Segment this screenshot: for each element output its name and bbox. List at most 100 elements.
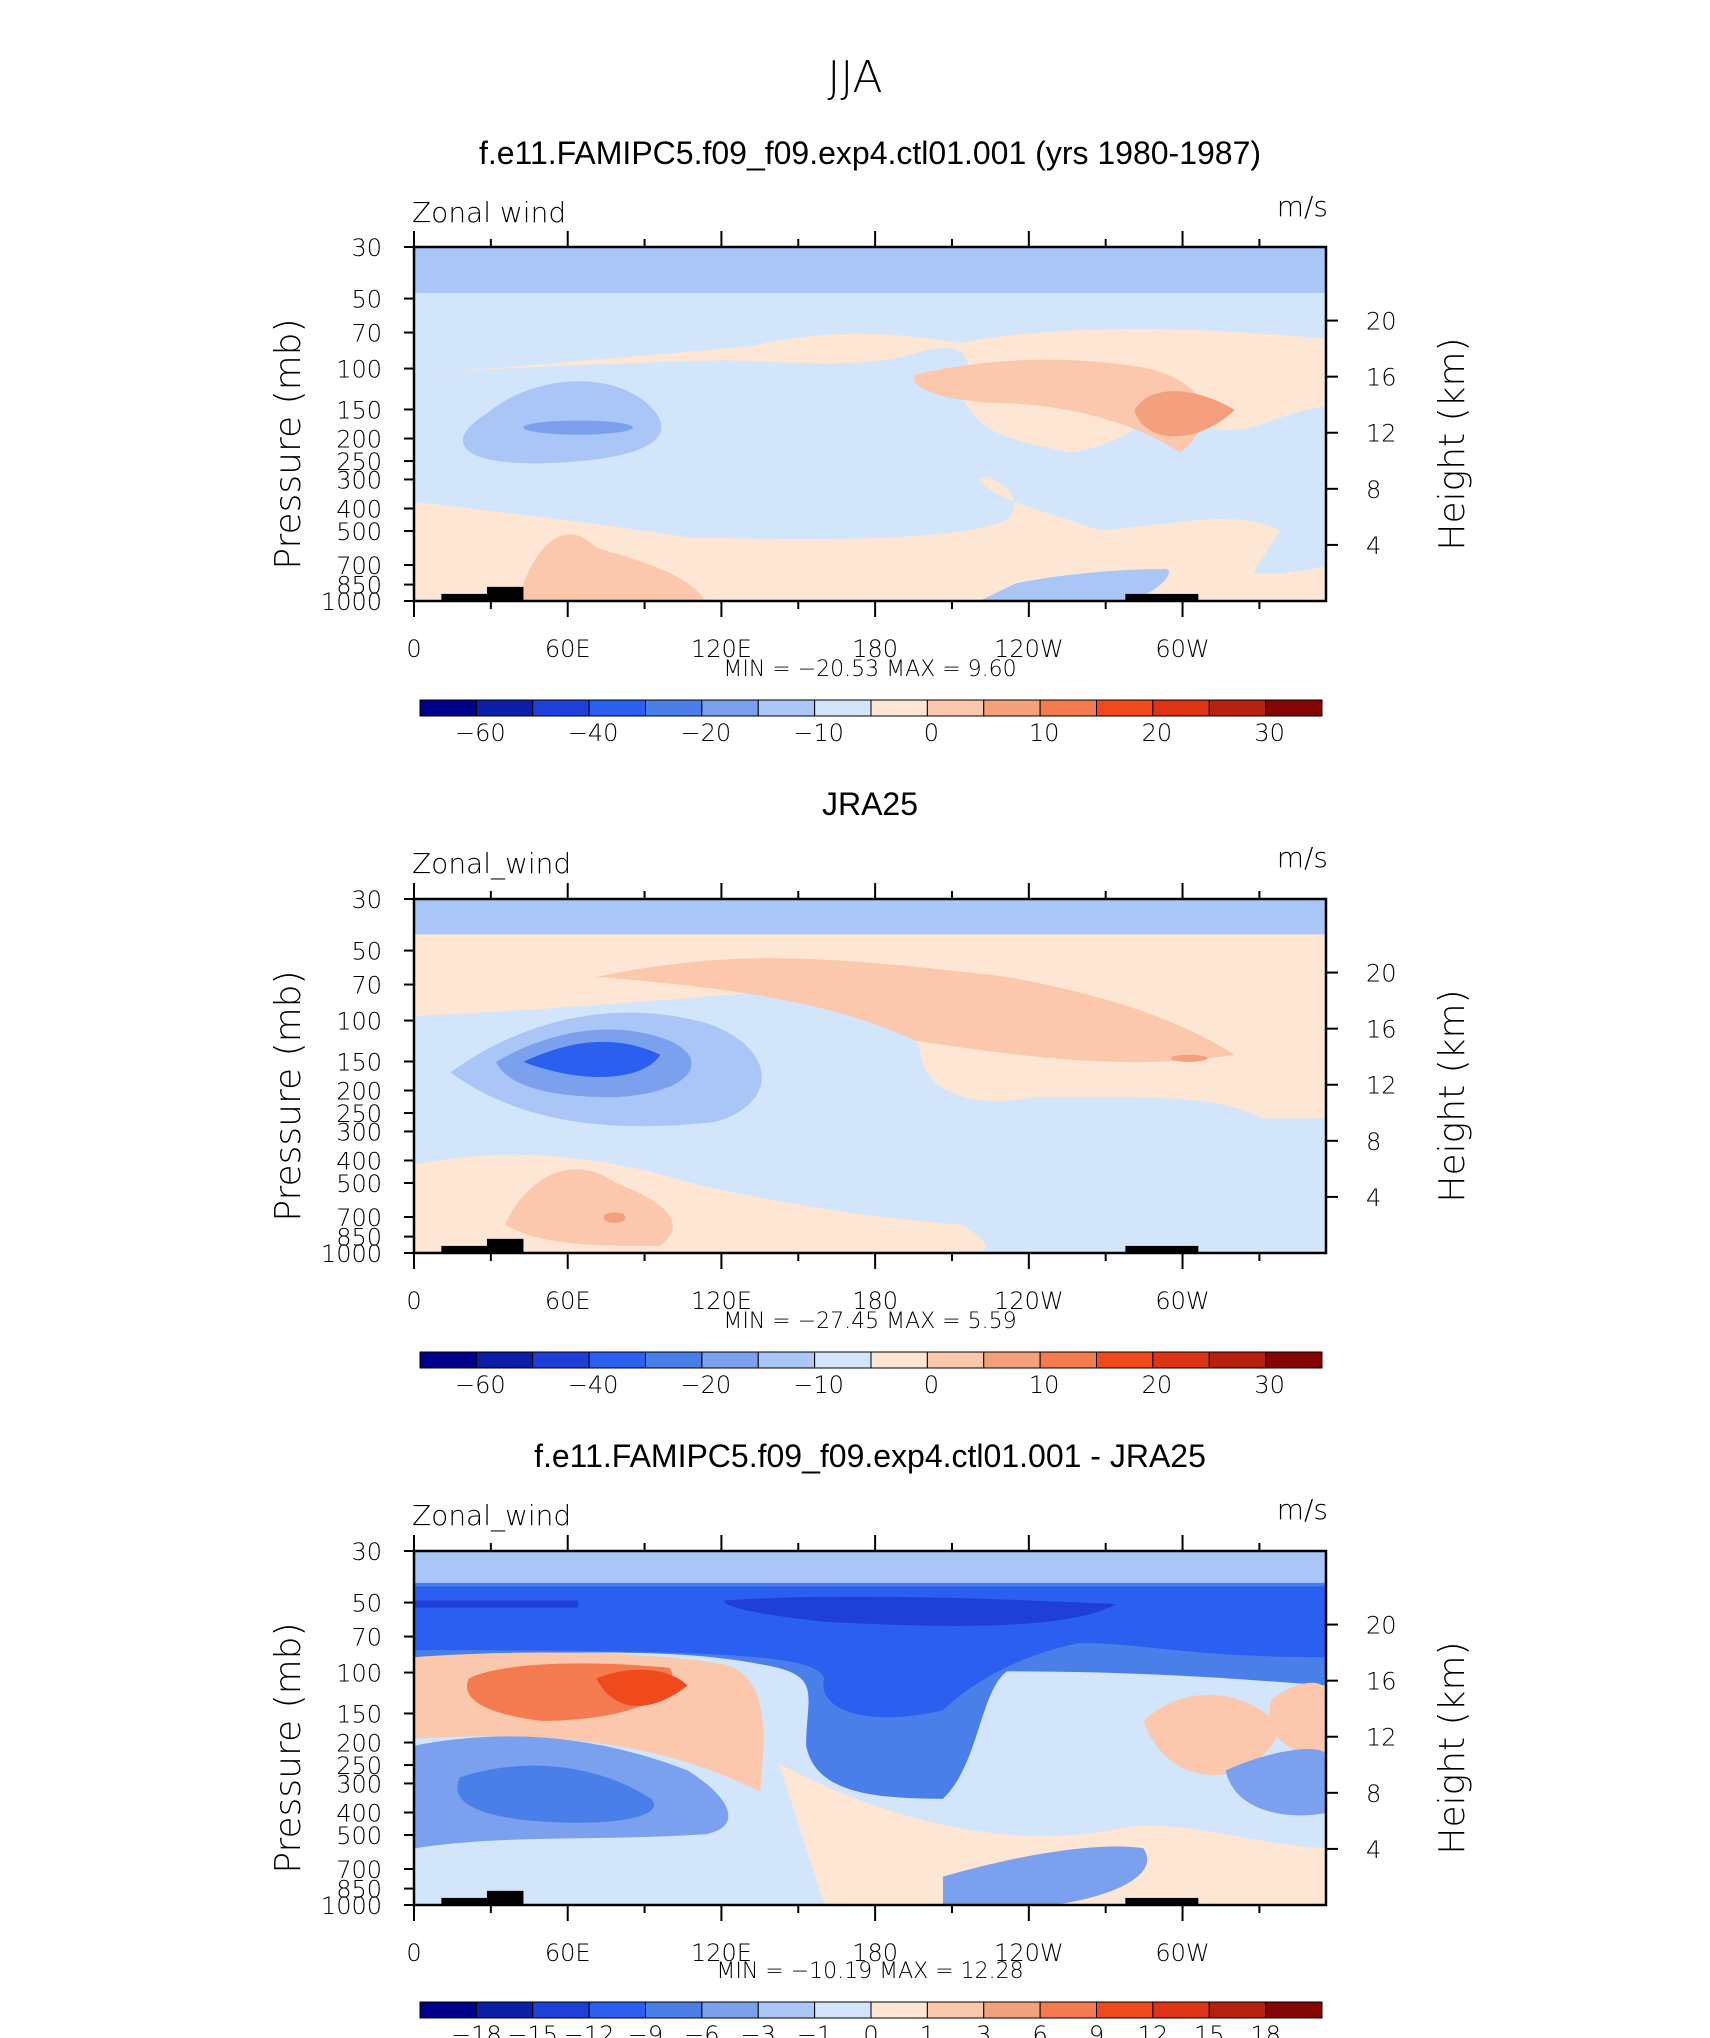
- y2-tick-label: 12: [1366, 420, 1397, 448]
- panel-title: f.e11.FAMIPC5.f09_f09.exp4.ctl01.001 - J…: [534, 1438, 1206, 1474]
- colorbar-box: [814, 2001, 872, 2019]
- colorbar-label: 1: [920, 2021, 935, 2038]
- contour-field: [414, 247, 1326, 601]
- colorbar-box: [1039, 1351, 1097, 1369]
- y-tick-label: 700: [336, 1204, 382, 1232]
- colorbar-box: [419, 2001, 477, 2019]
- contour-region: [505, 1169, 673, 1246]
- colorbar-box: [701, 1351, 759, 1369]
- y-tick-label: 300: [336, 1118, 382, 1146]
- colorbar-label: −20: [681, 719, 732, 747]
- contour-region: [1170, 1054, 1208, 1062]
- colorbar-label: −9: [628, 2021, 663, 2038]
- y2-tick-label: 16: [1366, 364, 1397, 392]
- colorbar-label: 18: [1250, 2021, 1281, 2038]
- y2-tick-label: 4: [1366, 1836, 1381, 1864]
- y-tick-label: 200: [336, 1078, 382, 1106]
- colorbar-box: [419, 699, 477, 717]
- chart-panel: f.e11.FAMIPC5.f09_f09.exp4.ctl01.001 - J…: [268, 1438, 1473, 2038]
- colorbar-label: 6: [1032, 2021, 1047, 2038]
- x-tick-label: 180: [852, 1939, 898, 1967]
- colorbar-box: [701, 699, 759, 717]
- colorbar-label: −3: [741, 2021, 776, 2038]
- y-tick-label: 300: [336, 1770, 382, 1798]
- y2-tick-label: 16: [1366, 1016, 1397, 1044]
- colorbar-box: [588, 1351, 646, 1369]
- y-tick-label: 70: [351, 972, 382, 1000]
- colorbar-box: [926, 2001, 985, 2019]
- y-tick-label: 30: [351, 886, 382, 914]
- contour-region: [523, 420, 633, 435]
- y2-tick-label: 4: [1366, 532, 1381, 560]
- contour-region: [1269, 1682, 1326, 1757]
- y-tick-label: 500: [336, 1170, 382, 1198]
- topography-block: [486, 1890, 524, 1905]
- colorbar-box: [1096, 2001, 1154, 2019]
- contour-region: [414, 328, 1326, 453]
- colorbar-label: −40: [568, 719, 619, 747]
- y-axis-title: Pressure (mb): [268, 970, 309, 1221]
- x-tick-label: 60E: [545, 1939, 591, 1967]
- colorbar-label: 30: [1254, 1371, 1285, 1399]
- colorbar-label: 9: [1089, 2021, 1104, 2038]
- topography-block: [486, 586, 524, 601]
- contour-region: [1134, 391, 1235, 437]
- y2-tick-label: 4: [1366, 1184, 1381, 1212]
- x-tick-label: 120W: [994, 1939, 1064, 1967]
- topography-block: [441, 1245, 515, 1253]
- y2-tick-label: 20: [1366, 960, 1397, 988]
- colorbar-box: [532, 699, 590, 717]
- y-tick-label: 300: [336, 466, 382, 494]
- y2-tick-label: 8: [1366, 1128, 1381, 1156]
- min-max-stats: MIN = −10.19 MAX = 12.28: [716, 1959, 1023, 1984]
- colorbar-label: −15: [507, 2021, 558, 2038]
- contour-region: [414, 1600, 579, 1608]
- y-tick-label: 1000: [321, 1892, 382, 1920]
- y-tick-label: 150: [336, 396, 382, 424]
- colorbar-box: [1152, 1351, 1210, 1369]
- topography-block: [441, 1897, 515, 1905]
- y-tick-label: 700: [336, 552, 382, 580]
- panel-title: JRA25: [822, 786, 918, 822]
- colorbar-box: [1096, 699, 1154, 717]
- y2-tick-label: 16: [1366, 1668, 1397, 1696]
- y2-axis-title: Height (km): [1432, 337, 1473, 550]
- x-tick-label: 60W: [1155, 635, 1209, 663]
- colorbar-box: [532, 1351, 590, 1369]
- colorbar-box: [1152, 699, 1210, 717]
- y2-axis-title: Height (km): [1432, 989, 1473, 1202]
- colorbar-box: [983, 699, 1041, 717]
- min-max-stats: MIN = −27.45 MAX = 5.59: [723, 1309, 1016, 1334]
- y-tick-label: 250: [336, 448, 382, 476]
- colorbar-label: −1: [797, 2021, 832, 2038]
- colorbar-label: −60: [455, 1371, 506, 1399]
- y-tick-label: 150: [336, 1048, 382, 1076]
- y-tick-label: 1000: [321, 1240, 382, 1268]
- x-tick-label: 180: [852, 1287, 898, 1315]
- colorbar-label: −10: [793, 1371, 844, 1399]
- y-tick-label: 850: [336, 572, 382, 600]
- colorbar-box: [870, 2001, 928, 2019]
- y-tick-label: 100: [336, 1008, 382, 1036]
- y-tick-label: 850: [336, 1876, 382, 1904]
- contour-region: [603, 1212, 626, 1223]
- colorbar-label: 0: [924, 1371, 939, 1399]
- colorbar-box: [1265, 1351, 1323, 1369]
- contour-field: [414, 899, 1326, 1253]
- y2-tick-label: 20: [1366, 1612, 1397, 1640]
- colorbar-box: [870, 1351, 928, 1369]
- units-label: m/s: [1277, 841, 1328, 874]
- colorbar-box: [870, 699, 928, 717]
- colorbar-box: [588, 2001, 646, 2019]
- colorbar-label: 30: [1254, 719, 1285, 747]
- y-axis-title: Pressure (mb): [268, 1622, 309, 1873]
- y2-tick-label: 20: [1366, 308, 1397, 336]
- contour-region: [523, 1041, 661, 1077]
- contour-region: [414, 1551, 1326, 1587]
- colorbar-box: [1208, 699, 1267, 717]
- x-tick-label: 60E: [545, 635, 591, 663]
- y-tick-label: 400: [336, 495, 382, 523]
- y2-tick-label: 8: [1366, 476, 1381, 504]
- topography-block: [1125, 593, 1199, 601]
